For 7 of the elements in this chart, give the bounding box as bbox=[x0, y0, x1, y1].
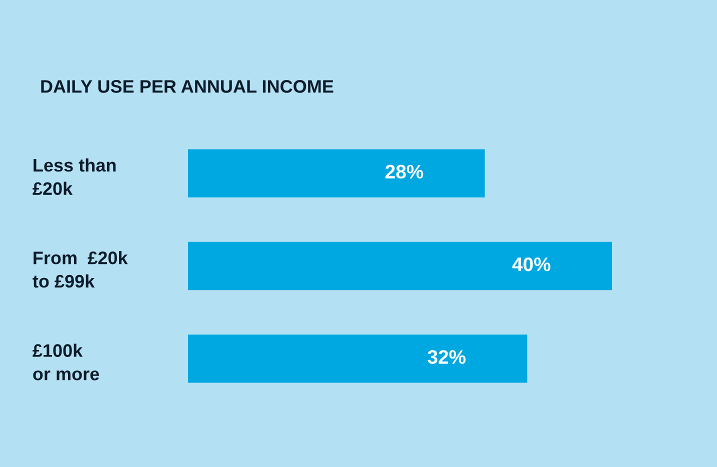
y-tick-label: £100k or more bbox=[32, 344, 100, 380]
y-tick-label: From £20k to £99k bbox=[32, 251, 128, 288]
data-label: 32% bbox=[428, 350, 466, 364]
data-label: 40% bbox=[512, 257, 550, 272]
data-label: 28% bbox=[385, 164, 424, 179]
chart-title: DAILY USE PER ANNUAL INCOME bbox=[41, 80, 334, 93]
y-tick-label: Less than £20k bbox=[32, 158, 116, 196]
